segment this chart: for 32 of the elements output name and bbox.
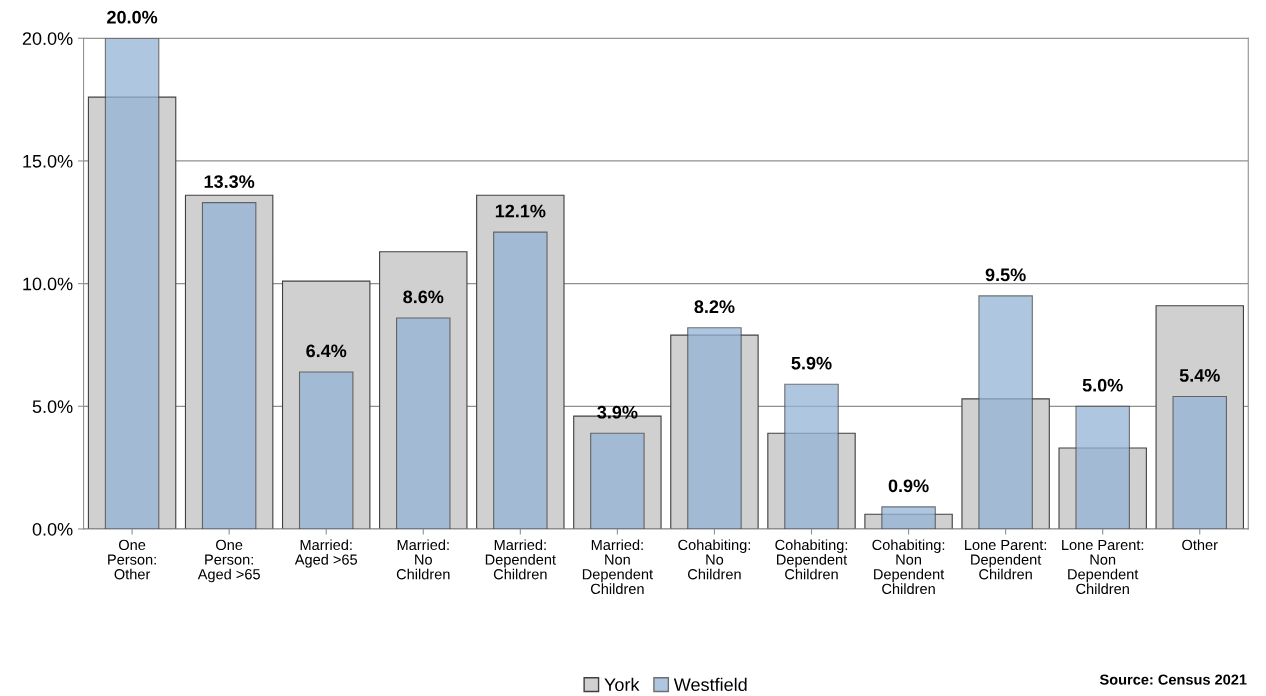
- x-tick-label: One Person: Other: [108, 539, 156, 580]
- y-tick-label: 15.0%: [23, 154, 73, 168]
- data-label: 20.0%: [107, 10, 158, 24]
- x-tick-label: Lone Parent: Dependent Children: [965, 539, 1047, 580]
- y-tick-label: 20.0%: [22, 32, 73, 45]
- x-tick-label: Married: No Children: [396, 539, 450, 580]
- x-tick-label: Cohabiting: No Children: [678, 539, 751, 580]
- data-label: 5.9%: [791, 356, 832, 370]
- data-label: 9.5%: [985, 268, 1026, 282]
- x-tick-label: Cohabiting: Dependent Children: [775, 539, 848, 580]
- x-tick-label: One Person: Aged >65: [197, 539, 260, 583]
- x-tick-label: Married: Non Dependent Children: [582, 539, 653, 595]
- source-note: Source: Census 2021: [1099, 674, 1247, 685]
- data-label: 8.2%: [694, 300, 735, 314]
- x-tick-label: Married: Aged >65: [294, 539, 358, 568]
- data-label: 5.0%: [1082, 378, 1123, 392]
- x-tick-label: Other: [1182, 539, 1218, 551]
- data-label: 6.4%: [306, 344, 347, 358]
- data-label: 8.6%: [403, 290, 444, 304]
- legend-label: York: [604, 677, 640, 692]
- data-label: 13.3%: [204, 175, 255, 188]
- y-tick-label: 10.0%: [23, 277, 73, 291]
- legend-label: Westfield: [673, 677, 747, 692]
- data-label: 5.4%: [1179, 369, 1220, 382]
- data-label: 0.9%: [888, 479, 929, 493]
- y-tick-label: 0.0%: [32, 522, 73, 536]
- x-tick-label: Cohabiting: Non Dependent Children: [872, 539, 945, 595]
- y-tick-label: 5.0%: [32, 400, 73, 414]
- data-label: 3.9%: [597, 405, 638, 419]
- data-label: 12.1%: [495, 204, 546, 218]
- x-tick-label: Married: Dependent Children: [485, 539, 556, 580]
- x-tick-label: Lone Parent: Non Dependent Children: [1062, 539, 1144, 595]
